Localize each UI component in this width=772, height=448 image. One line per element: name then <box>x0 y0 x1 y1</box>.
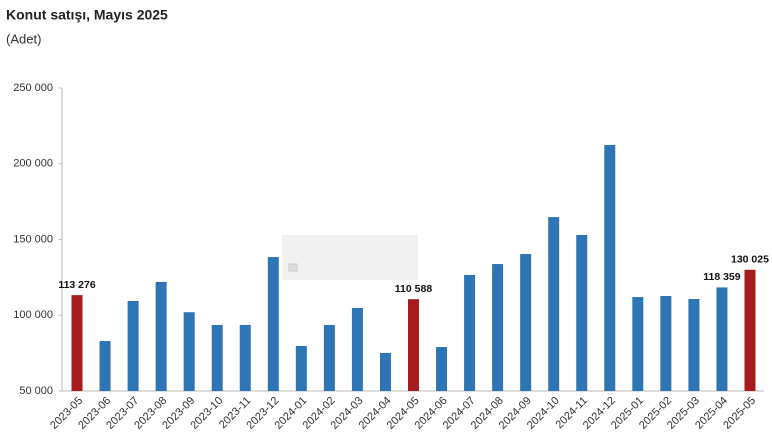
bar <box>744 269 756 391</box>
y-tick-label: 50 000 <box>19 385 53 397</box>
y-tick-label: 250 000 <box>13 82 53 94</box>
value-label: 113 276 <box>58 279 96 291</box>
bar <box>351 307 363 391</box>
bar <box>604 144 616 391</box>
bar <box>436 347 448 391</box>
overlay <box>282 235 418 280</box>
chart-title: Konut satışı, Mayıs 2025 <box>6 7 168 23</box>
bar <box>660 296 672 391</box>
bar <box>267 257 279 391</box>
bar <box>155 281 167 391</box>
bar <box>576 234 588 391</box>
bar <box>688 299 700 391</box>
bar <box>464 274 476 391</box>
y-tick-label: 100 000 <box>13 309 53 321</box>
bar <box>408 299 419 391</box>
bar <box>632 297 644 391</box>
bar <box>379 352 391 391</box>
bar <box>295 346 307 391</box>
bar <box>323 324 335 391</box>
bar <box>716 287 728 391</box>
y-tick-label: 200 000 <box>13 158 53 170</box>
bar <box>211 324 223 391</box>
bar <box>99 341 111 391</box>
value-label: 130 025 <box>731 254 769 266</box>
bar <box>492 264 504 391</box>
bar <box>239 324 251 391</box>
value-label: 110 588 <box>395 283 433 295</box>
chart-subtitle: (Adet) <box>6 31 41 46</box>
bar <box>183 312 195 391</box>
value-label: 118 359 <box>703 271 741 283</box>
bar <box>520 254 532 391</box>
overlay-icon <box>288 263 298 272</box>
y-tick-label: 150 000 <box>13 233 53 245</box>
bar <box>127 301 139 391</box>
bar <box>71 295 83 391</box>
bar <box>548 217 560 391</box>
